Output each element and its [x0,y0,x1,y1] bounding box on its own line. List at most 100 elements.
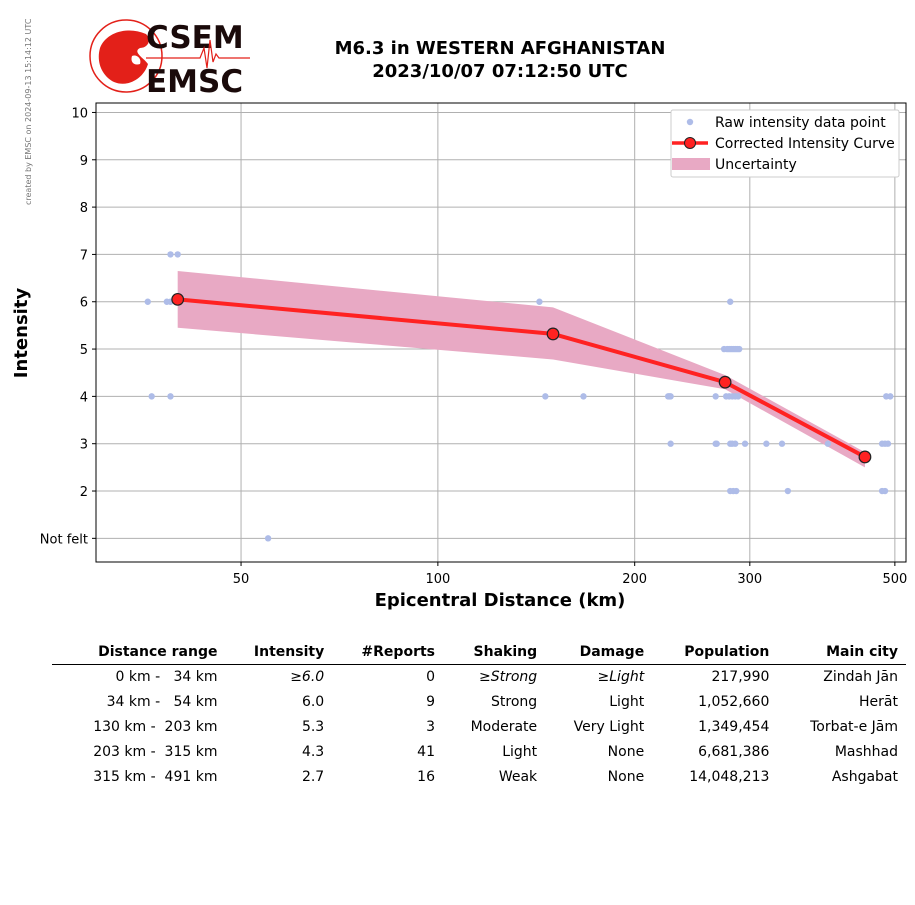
col-population: Population [652,641,778,665]
cell-intensity: 5.3 [301,719,325,735]
col-shaking: Shaking [443,641,546,665]
legend-band-swatch [672,158,710,170]
y-tick-label: 5 [80,343,88,358]
x-tick-label: 100 [425,572,450,587]
cell-reports: 16 [417,769,435,785]
raw-data-point [264,535,272,542]
raw-data-point [712,393,719,400]
cell-city: Zindah Jān [823,669,898,685]
col-city: Main city [777,641,906,665]
table-row: 203 km - 315 km 4.3 41 Light None 6,681,… [52,740,906,765]
raw-points-layer [144,251,894,542]
cell-damage: Light [609,694,645,710]
cell-population: 1,349,454 [698,719,770,735]
raw-data-point [667,440,674,447]
curve-layer [171,292,872,464]
cell-intensity: 4.3 [301,744,325,760]
cell-city: Herāt [859,694,898,710]
raw-data-point [732,440,739,447]
col-intensity: Intensity [225,641,333,665]
col-reports: #Reports [332,641,443,665]
logo-text-csem: CSEM [146,20,244,56]
legend-band-label: Uncertainty [715,157,797,173]
y-tick-label: 6 [80,296,88,311]
cell-city: Mashhad [834,744,898,760]
cell-intensity: 6.0 [301,694,325,710]
raw-data-point [741,440,749,447]
raw-data-point [542,393,549,400]
cell-population: 1,052,660 [698,694,770,710]
y-tick-label: 10 [71,106,88,121]
intensity-chart: 50 100 200 300 500 Not felt 2 3 4 5 6 7 8 9 10 Epicen… [11,102,907,611]
cell-range: 34 km - 54 km [106,694,218,710]
raw-data-point [580,393,587,400]
cell-shaking: Weak [498,769,538,785]
cell-damage: None [607,769,645,785]
table-row: 130 km - 203 km 5.3 3 Moderate Very Ligh… [52,715,906,740]
raw-data-point [148,393,155,400]
x-tick-label: 50 [233,572,250,587]
raw-data-point [167,251,174,258]
x-tick-label: 200 [622,572,647,587]
y-tick-label: 3 [80,438,88,453]
raw-data-point [727,298,734,305]
y-tick-label: 2 [80,485,88,500]
x-ticks: 50 100 200 300 500 [233,562,907,587]
legend-box [670,109,900,178]
y-tick-label: 9 [80,154,88,169]
raw-data-point [713,440,720,447]
cell-damage: ≥Light [597,669,645,685]
raw-data-point [536,298,543,305]
raw-data-point [784,487,792,495]
raw-data-point [881,487,889,495]
y-tick-label: Not felt [40,532,88,547]
curve-point [718,375,732,389]
raw-data-point [763,440,770,447]
raw-data-point [824,440,832,447]
raw-data-point [887,393,894,400]
uncertainty-layer [177,270,865,468]
y-tick-label: 4 [80,390,88,405]
uncertainty-band [177,270,865,468]
cell-population: 217,990 [711,669,770,685]
curve-point [858,450,872,464]
y-tick-label: 8 [80,201,88,216]
cell-city: Torbat-e Jām [810,719,898,735]
table-row: 34 km - 54 km 6.0 9 Strong Light 1,052,6… [52,690,906,715]
raw-data-point [884,440,892,447]
cell-range: 130 km - 203 km [93,719,218,735]
cell-range: 203 km - 315 km [93,744,218,760]
cell-damage: None [607,744,645,760]
legend: Raw intensity data point Corrected Inten… [670,109,900,178]
cell-shaking: ≥Strong [478,669,538,685]
y-ticks: Not felt 2 3 4 5 6 7 8 9 10 [40,106,96,547]
raw-data-point [733,487,740,495]
cell-shaking: Light [502,744,538,760]
raw-data-point [778,440,786,447]
cell-intensity: 2.7 [301,769,325,785]
legend-raw-label: Raw intensity data point [715,115,886,131]
raw-data-point [167,393,174,400]
table-header-row: Distance range Intensity #Reports Shakin… [52,641,906,665]
x-tick-label: 500 [882,572,907,587]
curve-point [171,292,185,306]
raw-data-point [735,393,742,400]
csem-emsc-logo: CSEM EMSC [89,19,250,100]
logo-text-emsc: EMSC [146,64,243,100]
plot-frame [95,102,907,563]
cell-range: 0 km - 34 km [115,669,218,685]
cell-population: 14,048,213 [689,769,770,785]
raw-data-point [144,298,151,305]
cell-reports: 9 [426,694,435,710]
x-axis-label: Epicentral Distance (km) [375,590,626,611]
summary-table: Distance range Intensity #Reports Shakin… [52,641,906,790]
cell-intensity: ≥6.0 [290,669,325,685]
cell-city: Ashgabat [831,769,898,785]
table-row: 315 km - 491 km 2.7 16 Weak None 14,048,… [52,765,906,790]
table-row: 0 km - 34 km ≥6.0 0 ≥Strong ≥Light 217,9… [52,665,906,691]
raw-data-point [174,251,181,258]
y-axis-label: Intensity [11,288,32,379]
raw-data-point [736,345,743,353]
legend-curve-label: Corrected Intensity Curve [715,136,895,152]
cell-reports: 3 [426,719,435,735]
